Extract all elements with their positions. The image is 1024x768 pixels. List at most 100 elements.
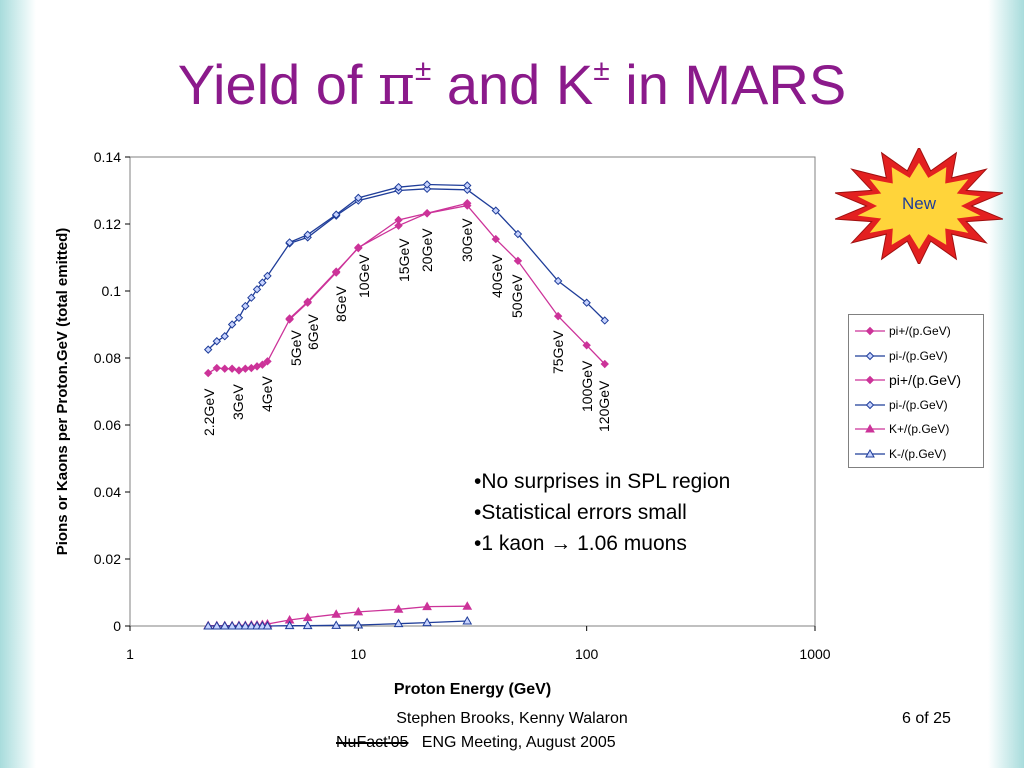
y-tick-label: 0 [113,618,121,634]
data-point [865,424,875,433]
legend-entry: pi-/(p.GeV) [849,344,983,369]
data-point [258,360,267,369]
energy-annotation: 15GeV [396,238,412,282]
data-point [491,206,501,215]
data-point [220,332,229,341]
footer-struck-conference: NuFact'05 [336,734,409,751]
y-tick-label: 0.02 [94,551,121,567]
y-tick-label: 0.04 [94,484,121,500]
data-point [263,271,272,281]
data-point [227,364,237,373]
legend-entry: K+/(p.GeV) [849,417,983,442]
legend-label: K+/(p.GeV) [889,422,950,437]
title-pre: Yield of [177,53,379,116]
series-line [207,188,606,351]
data-point [354,243,363,253]
data-point [234,313,244,323]
data-point [393,604,404,613]
data-point [227,320,237,329]
data-point [513,256,523,266]
data-point [302,620,313,630]
data-point [865,351,875,360]
data-point [422,601,432,611]
x-tick-label: 100 [575,646,599,662]
legend-entry: pi+/(p.GeV) [849,368,983,393]
legend-label: pi+/(p.GeV) [889,372,961,389]
legend-entry: pi+/(p.GeV) [849,319,983,344]
data-point [394,182,403,192]
data-point [582,298,591,307]
data-point [394,215,403,225]
data-point [247,293,256,302]
data-point [491,234,501,244]
data-point [353,619,364,629]
x-tick-label: 10 [351,646,367,662]
title-sup-k: ± [593,54,610,87]
data-point [353,606,364,616]
data-point [582,341,591,350]
series-line [207,204,606,374]
data-point [302,612,313,622]
data-point [262,620,273,630]
energy-annotation: 4GeV [259,376,275,412]
data-point [462,615,473,625]
data-point [865,400,875,409]
data-point [212,337,222,346]
data-point [394,221,403,230]
legend-label: pi-/(p.GeV) [889,348,948,363]
data-point [422,617,432,627]
data-point [241,364,250,373]
data-point [865,376,875,385]
data-point [422,209,432,218]
x-tick-label: 1000 [799,646,830,662]
series-2 [285,199,472,323]
series-3 [285,180,472,247]
data-point [865,448,875,458]
data-point [203,368,213,378]
energy-annotation: 2.2GeV [201,388,217,436]
energy-annotation: 120GeV [596,380,612,432]
legend-key-icon [855,327,885,336]
x-tick-label: 1 [126,646,134,662]
data-point [463,181,472,190]
data-point [252,285,262,294]
energy-annotation: 75GeV [550,330,566,374]
chart-legend: pi+/(p.GeV) pi-/(p.GeV) pi+/(p.GeV) pi-/(p.… [848,314,984,468]
data-point [513,229,523,239]
series-5 [203,615,473,630]
footer-meeting-text: ENG Meeting, August 2005 [421,734,616,751]
legend-key-icon [855,351,885,360]
bullet-item: Statistical errors small [474,497,730,528]
data-point [331,620,342,629]
x-axis-label: Proton Energy (GeV) [394,681,551,698]
data-point [285,314,294,323]
y-tick-label: 0.12 [94,216,121,232]
energy-annotation: 8GeV [333,286,349,322]
legend-label: pi-/(p.GeV) [889,397,948,412]
energy-annotation: 40GeV [489,254,505,298]
title-mid: and K [431,53,594,116]
title-post: in MARS [609,53,847,116]
energy-annotation: 50GeV [509,274,525,318]
data-point [331,609,342,618]
data-point [203,620,214,630]
bullet-item: 1 kaon → 1.06 muons [474,528,730,559]
data-point [219,620,230,630]
energy-annotation: 6GeV [305,314,321,350]
data-point [600,316,609,325]
energy-annotation: 30GeV [459,218,475,262]
data-point [354,193,363,203]
slide-title: Yield of π± and K± in MARS [0,52,1024,118]
data-point [331,210,341,219]
data-point [331,267,341,276]
data-point [212,363,222,373]
energy-annotation: 20GeV [419,228,435,272]
legend-key-icon [855,424,885,433]
legend-entry: K-/(p.GeV) [849,442,983,467]
data-point [553,311,563,321]
series-line [289,202,468,319]
new-label: New [901,194,936,213]
y-axis-label: Pions or Kaons per Proton.GeV (total emi… [54,228,71,556]
legend-key-icon [855,400,885,409]
